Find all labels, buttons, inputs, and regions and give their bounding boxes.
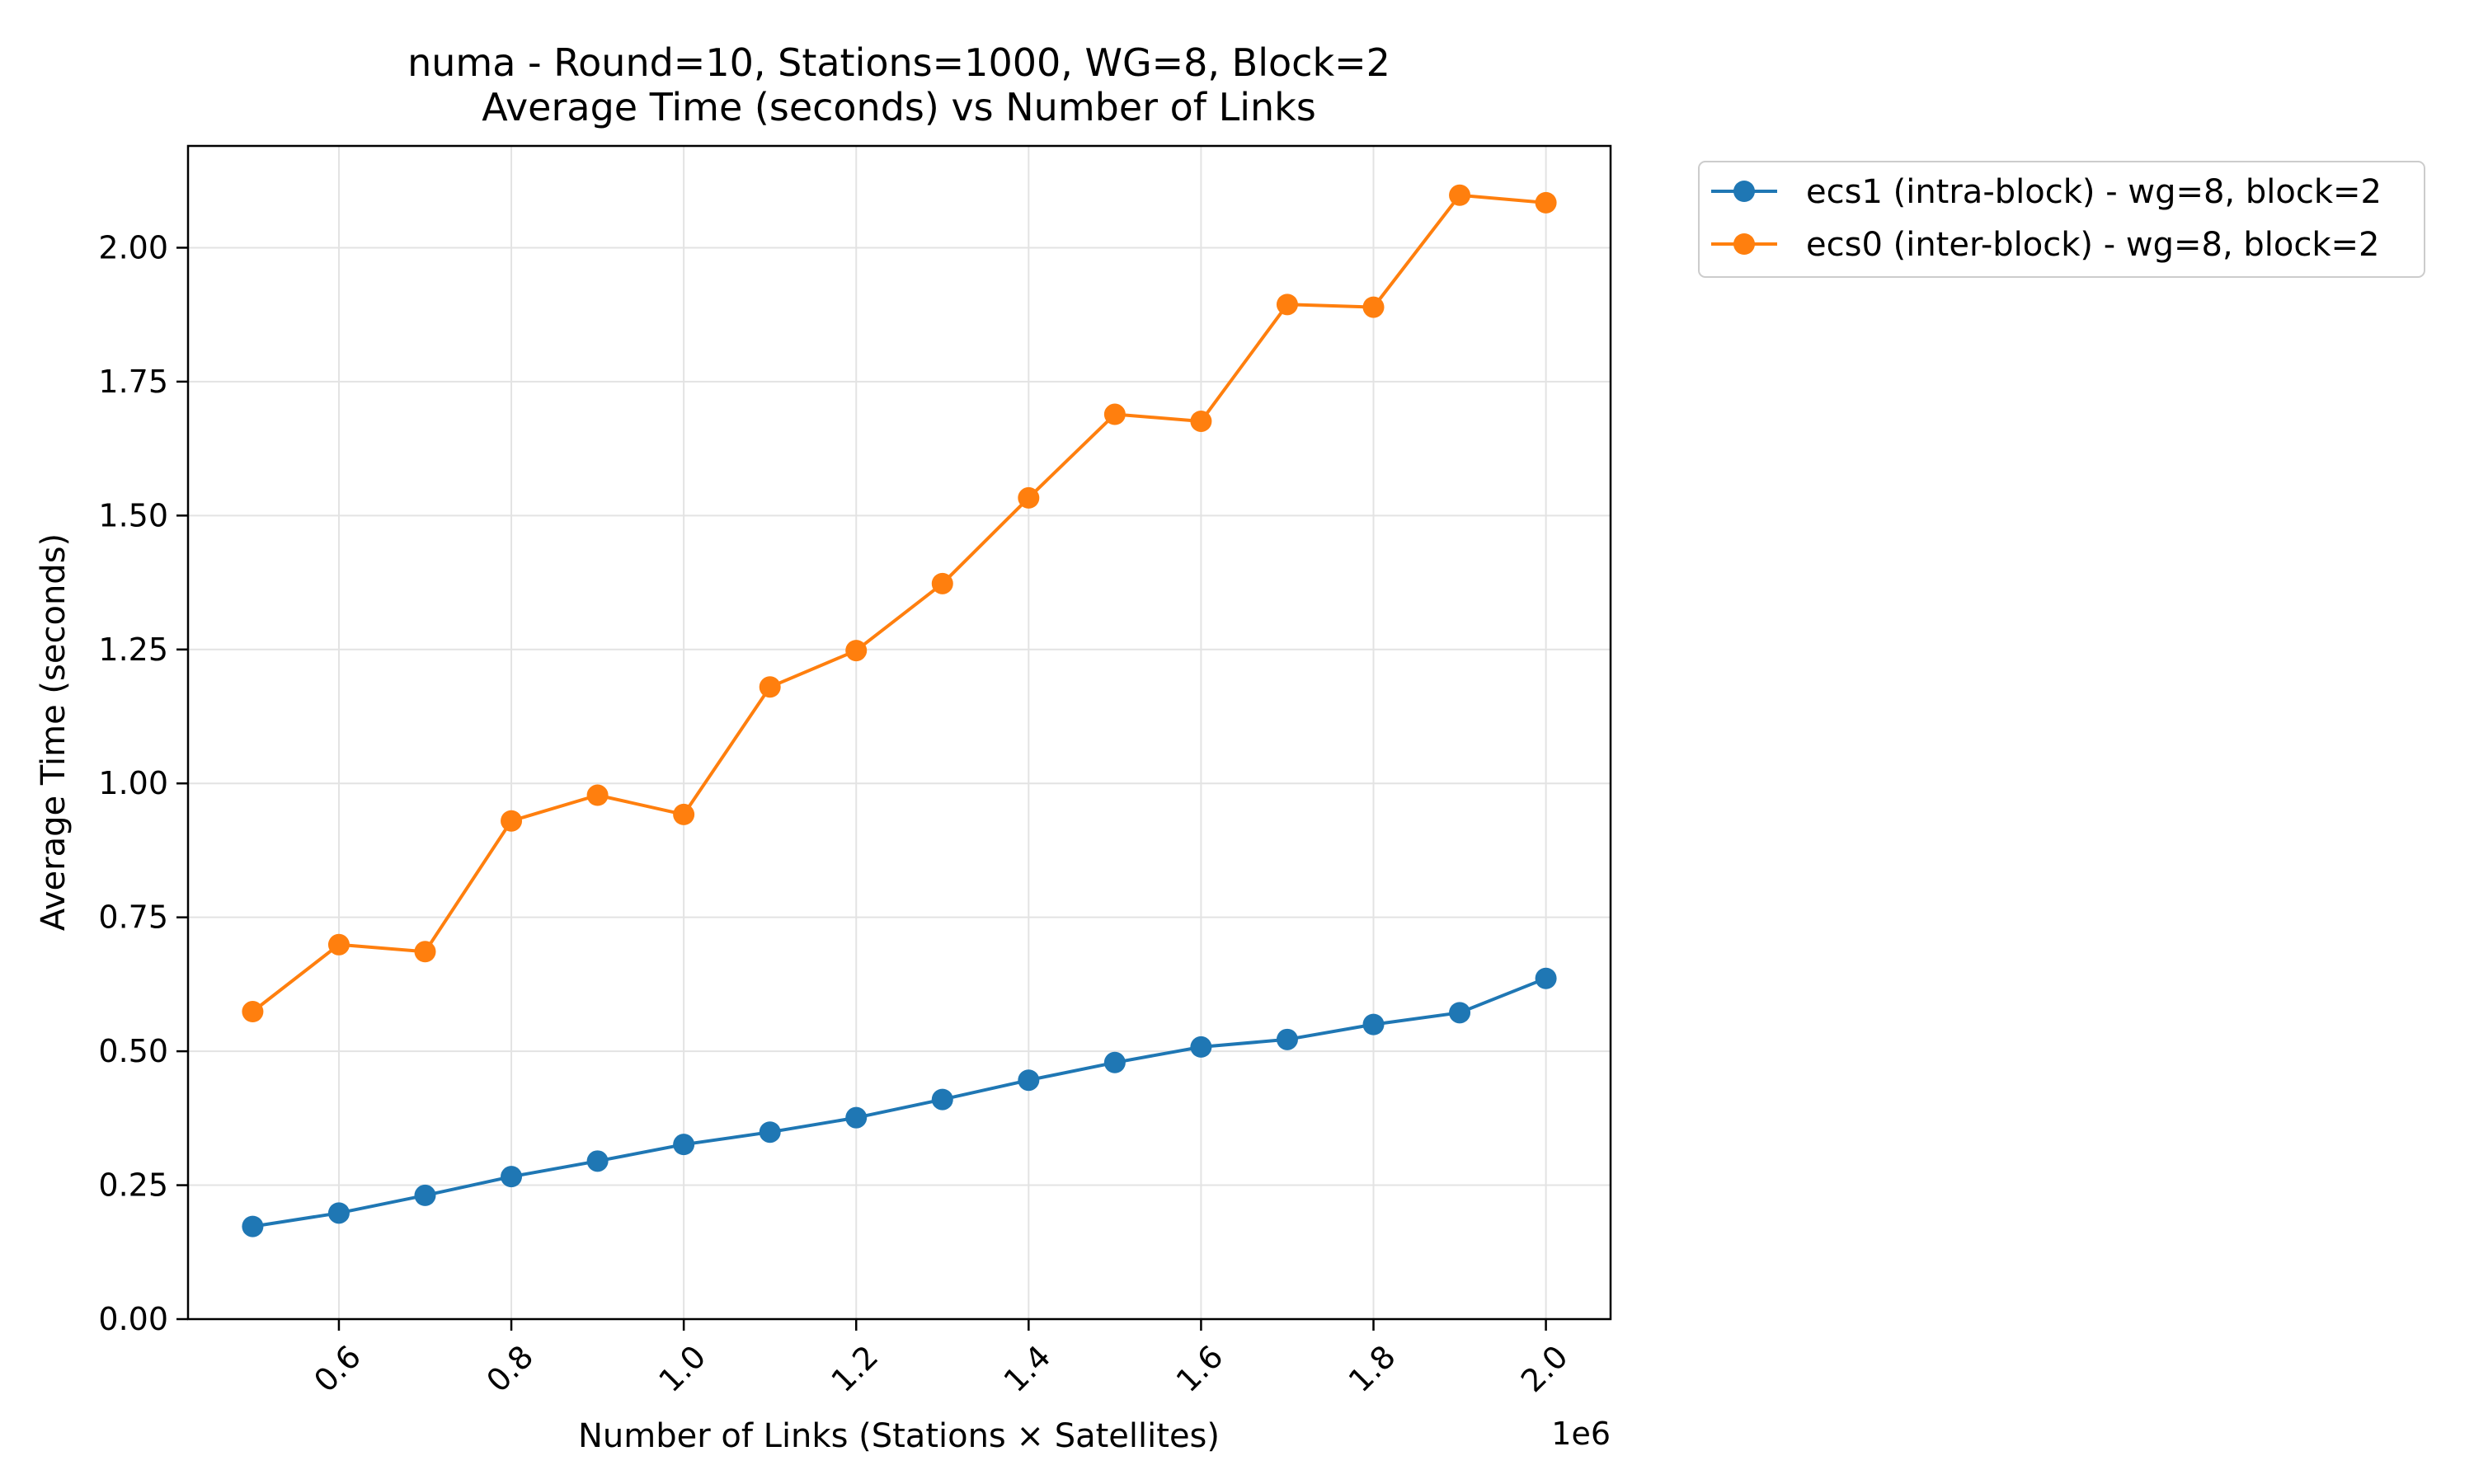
data-point xyxy=(845,1106,868,1129)
legend-label-ecs0: ecs0 (inter-block) - wg=8, block=2 xyxy=(1806,226,2380,264)
data-point xyxy=(501,810,523,832)
data-point xyxy=(673,1134,695,1156)
legend-marker-ecs1 xyxy=(1733,181,1755,202)
data-point xyxy=(845,640,868,662)
x-axis-label: Number of Links (Stations × Satellites) xyxy=(578,1417,1220,1455)
legend: ecs1 (intra-block) - wg=8, block=2 ecs0 … xyxy=(1698,161,2425,278)
x-tick-label: 1.8 xyxy=(1342,1338,1403,1399)
y-axis-label: Average Time (seconds) xyxy=(35,533,73,931)
data-point xyxy=(1103,403,1126,425)
data-point xyxy=(1018,1069,1040,1092)
plot-area-frame xyxy=(186,144,1612,1321)
data-point xyxy=(586,784,609,806)
data-point xyxy=(1449,1002,1471,1024)
data-point xyxy=(1103,1051,1126,1073)
data-point xyxy=(673,803,695,825)
data-point xyxy=(1449,184,1471,206)
y-tick-label: 1.75 xyxy=(98,364,168,400)
series-line-1 xyxy=(252,193,1546,1013)
data-point xyxy=(414,1184,436,1206)
x-tick-label: 0.8 xyxy=(479,1338,540,1399)
y-tick-label: 1.00 xyxy=(98,765,168,801)
data-point xyxy=(759,1121,781,1144)
data-point xyxy=(327,1202,350,1224)
x-tick-label: 2.0 xyxy=(1514,1338,1575,1399)
x-axis-ticks: 0.6 0.8 1.0 1.2 1.4 1.6 1.8 2.0 xyxy=(307,1319,1575,1399)
y-tick-label: 0.75 xyxy=(98,899,168,936)
x-tick-label: 1.4 xyxy=(997,1338,1058,1399)
data-point xyxy=(1362,296,1385,318)
x-tick-label: 1.2 xyxy=(825,1338,886,1399)
data-point xyxy=(1276,294,1298,316)
y-tick-label: 1.50 xyxy=(98,497,168,533)
y-tick-label: 0.50 xyxy=(98,1033,168,1069)
data-point xyxy=(501,1166,523,1188)
data-point xyxy=(586,1150,609,1172)
x-tick-label: 1.6 xyxy=(1169,1338,1230,1399)
data-point xyxy=(1276,1028,1298,1050)
data-point xyxy=(1018,486,1040,509)
data-point xyxy=(327,933,350,956)
y-tick-label: 1.25 xyxy=(98,632,168,668)
data-point xyxy=(242,1215,264,1237)
legend-marker-ecs0 xyxy=(1733,233,1755,255)
y-axis-ticks: 0.00 0.25 0.50 0.75 1.00 1.25 1.50 1.75 2.00 xyxy=(98,229,188,1337)
chart-title: numa - Round=10, Stations=1000, WG=8, Bl… xyxy=(407,40,1390,85)
data-point xyxy=(1190,1036,1212,1058)
x-tick-label: 0.6 xyxy=(307,1338,368,1399)
data-point xyxy=(931,1088,953,1111)
data-point xyxy=(242,1001,264,1023)
legend-label-ecs1: ecs1 (intra-block) - wg=8, block=2 xyxy=(1806,173,2382,211)
data-point xyxy=(931,572,953,594)
series-layer xyxy=(242,184,1557,1237)
data-point xyxy=(1535,191,1557,214)
data-point xyxy=(1535,967,1557,989)
legend-box xyxy=(1698,161,2425,278)
x-tick-label: 1.0 xyxy=(651,1338,713,1399)
y-tick-label: 0.00 xyxy=(98,1301,168,1337)
data-point xyxy=(1362,1013,1385,1036)
data-point xyxy=(759,676,781,698)
data-point xyxy=(414,941,436,963)
x-axis-offset-label: 1e6 xyxy=(1551,1416,1611,1452)
y-tick-label: 0.25 xyxy=(98,1167,168,1204)
y-tick-label: 2.00 xyxy=(98,229,168,265)
series-line-0 xyxy=(252,976,1547,1228)
chart-subtitle: Average Time (seconds) vs Number of Link… xyxy=(482,85,1316,129)
grid-lines xyxy=(188,146,1611,1320)
data-point xyxy=(1190,410,1212,432)
